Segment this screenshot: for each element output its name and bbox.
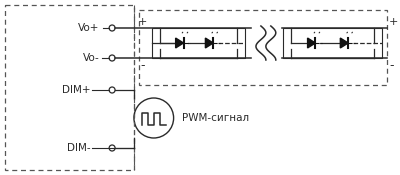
Text: Vo-: Vo- — [82, 53, 99, 63]
Text: +: + — [138, 17, 148, 27]
Polygon shape — [176, 38, 184, 48]
Text: -: - — [389, 59, 393, 72]
Polygon shape — [340, 38, 348, 48]
Polygon shape — [308, 38, 316, 48]
Polygon shape — [206, 38, 213, 48]
Text: PWM-сигнал: PWM-сигнал — [182, 113, 249, 123]
Bar — [139, 10, 387, 85]
Bar — [5, 5, 134, 170]
Text: -: - — [141, 59, 145, 72]
Text: DIM+: DIM+ — [62, 85, 90, 95]
Bar — [152, 28, 245, 58]
Text: +: + — [389, 17, 398, 27]
Bar — [252, 25, 280, 61]
Bar — [283, 28, 382, 58]
Text: Vo+: Vo+ — [78, 23, 99, 33]
Text: DIM-: DIM- — [67, 143, 90, 153]
